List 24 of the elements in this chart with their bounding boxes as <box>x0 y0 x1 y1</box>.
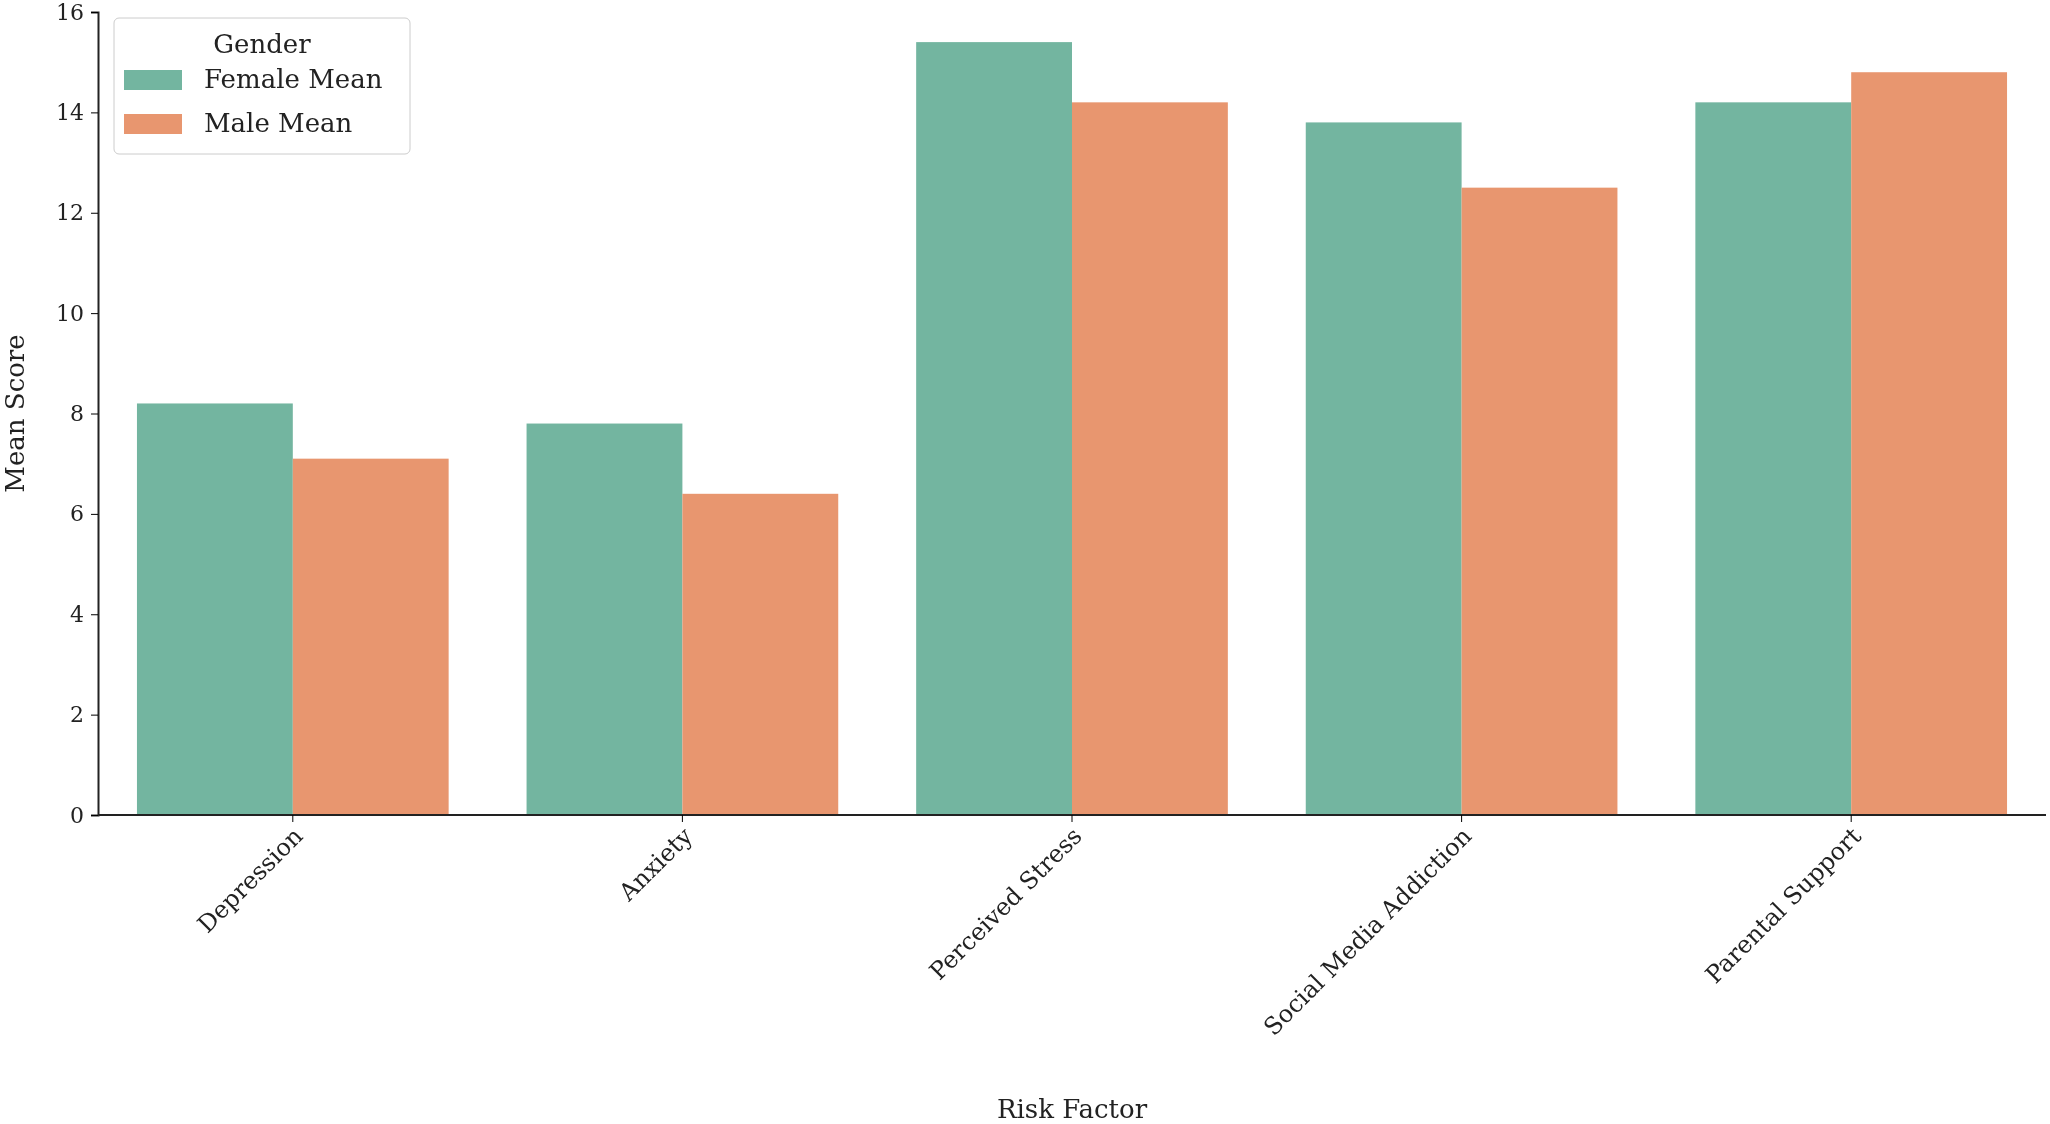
bar <box>916 42 1072 815</box>
y-tick-label: 14 <box>56 99 84 125</box>
y-tick-label: 16 <box>56 0 84 25</box>
y-axis-title: Mean Score <box>0 334 30 493</box>
y-tick-label: 12 <box>56 200 84 226</box>
legend-label: Female Mean <box>204 64 383 94</box>
x-axis-title: Risk Factor <box>996 1094 1148 1124</box>
y-tick-label: 8 <box>70 401 84 427</box>
legend-label: Male Mean <box>204 108 353 138</box>
bar <box>292 458 449 815</box>
bar <box>1851 72 2008 815</box>
bar <box>1305 122 1462 815</box>
bar <box>1461 187 1618 815</box>
bar <box>526 423 683 815</box>
y-tick-label: 0 <box>70 802 84 828</box>
bar <box>136 403 293 815</box>
y-tick-label: 2 <box>70 702 84 728</box>
bar <box>1072 102 1228 815</box>
bar <box>682 493 839 815</box>
legend-title: Gender <box>213 29 312 59</box>
bar <box>1695 102 1852 815</box>
y-tick-label: 10 <box>56 300 84 326</box>
y-tick-label: 4 <box>70 601 84 627</box>
y-tick-label: 6 <box>70 501 84 527</box>
